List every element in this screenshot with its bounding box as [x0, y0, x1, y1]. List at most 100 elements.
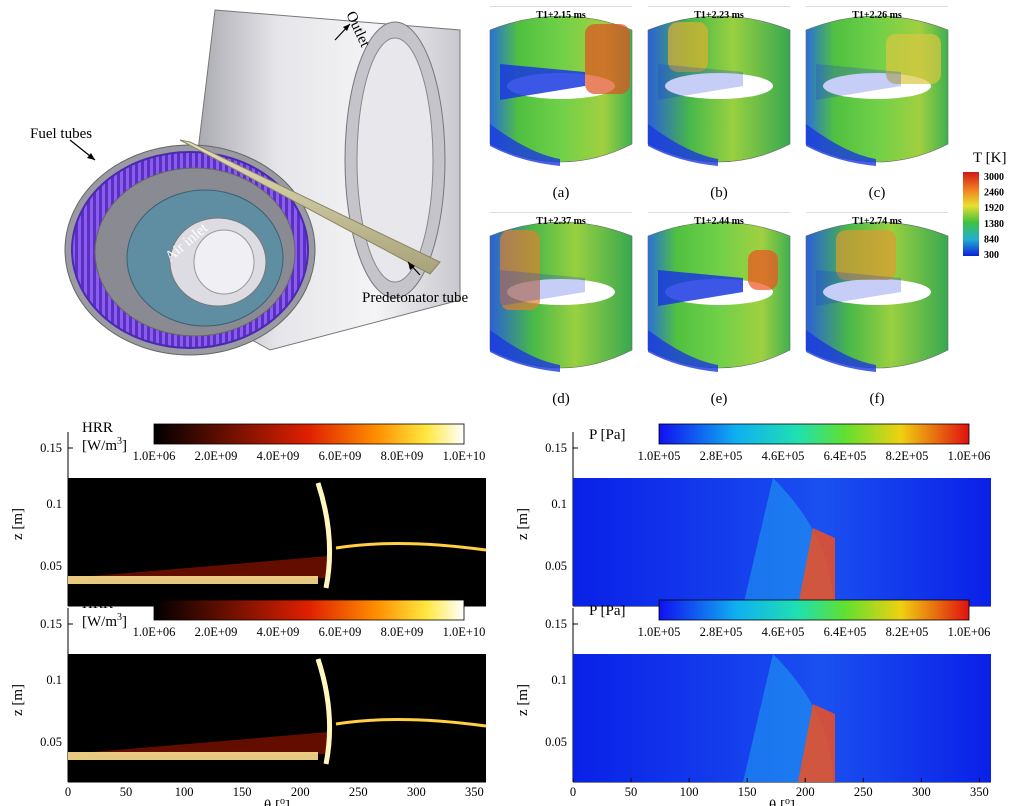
temperature-snapshots: T1+2.15 ms(a)T1+2.23 ms(b)T1+2.26 ms(c)T…: [489, 6, 949, 407]
z-tick: 0.15: [545, 617, 567, 631]
z-tick: 0.05: [545, 735, 567, 749]
colorbar-tick: 6.4E+05: [824, 449, 867, 463]
colorbar-tick: 8.2E+05: [886, 449, 929, 463]
temperature-tick: 840: [984, 234, 999, 245]
colorbar-tick: 4.0E+09: [257, 449, 300, 463]
z-tick: 0.05: [40, 735, 62, 749]
colorbar-tick: 4.6E+05: [762, 625, 805, 639]
colorbar: [153, 599, 465, 621]
z-axis-label: z [m]: [515, 684, 531, 716]
theta-tick: 150: [233, 785, 252, 799]
colorbar: [658, 423, 970, 445]
theta-axis-label: θ [o]: [264, 796, 290, 806]
snapshot-caption: (a): [553, 185, 570, 201]
theta-tick: 350: [970, 785, 989, 799]
colorbar-tick: 1.0E+10: [443, 625, 486, 639]
colorbar-title: HRR: [82, 596, 113, 612]
z-tick: 0.15: [40, 617, 62, 631]
colorbar-tick: 1.0E+06: [133, 625, 176, 639]
snapshot-time: T1+2.37 ms: [536, 216, 586, 227]
z-tick: 0.1: [46, 497, 62, 511]
colorbar-tick: 2.8E+05: [700, 625, 743, 639]
temperature-tick: 3000: [984, 172, 1004, 183]
theta-tick: 150: [738, 785, 757, 799]
colorbar-title: P [Pa]: [589, 603, 626, 619]
predetonator-label: Predetonator tube: [362, 290, 469, 306]
snapshot-time: T1+2.44 ms: [694, 216, 744, 227]
theta-tick: 0: [570, 785, 576, 799]
snapshot-time: T1+2.23 ms: [694, 10, 744, 21]
colorbar-tick: 2.0E+09: [195, 625, 238, 639]
outlet-arrow-icon: [343, 24, 350, 31]
z-axis-label: z [m]: [10, 508, 26, 540]
channel-label: Detonation Channel: [108, 16, 185, 127]
theta-tick: 200: [291, 785, 310, 799]
snapshot-d: T1+2.37 ms (d): [489, 212, 633, 407]
colorbar-tick: 1.0E+06: [948, 449, 991, 463]
snapshot-caption: (c): [869, 185, 886, 201]
snapshot-time: T1+2.74 ms: [852, 216, 902, 227]
theta-tick: 250: [349, 785, 368, 799]
colorbar-title: HRR: [82, 420, 113, 436]
colorbar-tick: 4.0E+09: [257, 625, 300, 639]
snapshot-a: T1+2.15 ms (a): [489, 6, 633, 201]
fuel-tubes-label: Fuel tubes: [30, 126, 92, 142]
z-tick: 0.05: [40, 559, 62, 573]
temperature-legend: T [K] 3000 2460 1920 1380 840 300: [963, 150, 1006, 261]
colorbar-tick: 8.0E+09: [381, 449, 424, 463]
z-tick: 0.15: [40, 441, 62, 455]
theta-tick: 0: [65, 785, 71, 799]
theta-tick: 300: [912, 785, 931, 799]
colorbar-tick: 2.0E+09: [195, 449, 238, 463]
snapshot-time: T1+2.15 ms: [536, 10, 586, 21]
colorbar-title: P [Pa]: [589, 427, 626, 443]
snapshot-caption: (e): [711, 391, 728, 407]
colorbar-tick: 2.8E+05: [700, 449, 743, 463]
snapshot-time: T1+2.26 ms: [852, 10, 902, 21]
theta-axis-label: θ [o]: [769, 796, 795, 806]
snapshot-b: T1+2.23 ms (b): [647, 6, 791, 201]
theta-tick: 50: [120, 785, 133, 799]
snapshot-caption: (b): [710, 185, 728, 201]
snapshot-c: T1+2.26 ms (c): [805, 6, 949, 201]
temperature-tick: 1380: [984, 219, 1004, 230]
z-tick: 0.05: [545, 559, 567, 573]
panel-hrr-top: 0.15 0.1 0.05 z [m] 1.0E+06 2.0E+09 4.0E+09 6.0…: [10, 420, 487, 607]
snapshot-caption: (d): [552, 391, 570, 407]
theta-tick: 100: [680, 785, 699, 799]
colorbar-tick: 1.0E+05: [638, 449, 681, 463]
theta-tick: 50: [625, 785, 638, 799]
z-axis-label: z [m]: [10, 684, 26, 716]
z-tick: 0.1: [46, 673, 62, 687]
colorbar-tick: 1.0E+10: [443, 449, 486, 463]
theta-tick: 200: [796, 785, 815, 799]
colorbar: [658, 599, 970, 621]
theta-tick: 250: [854, 785, 873, 799]
colorbar-tick: 4.6E+05: [762, 449, 805, 463]
colorbar-unit: [W/m3]: [82, 436, 127, 454]
combustor-schematic: Outlet Detonation Channel Fuel tubes Air…: [30, 9, 469, 356]
fuel-tubes-arrow-icon: [87, 153, 95, 160]
panel-p-bottom: 0.15 0.1 0.05 z [m] 1.0E+05 2.8E+05 4.6E+05 6.4…: [515, 599, 991, 806]
predetonator-arrow-icon: [408, 262, 415, 270]
snapshot-f: T1+2.74 ms (f): [805, 212, 949, 407]
colorbar-tick: 8.0E+09: [381, 625, 424, 639]
theta-tick: 100: [175, 785, 194, 799]
temperature-tick: 300: [984, 250, 999, 261]
colorbar-tick: 1.0E+06: [133, 449, 176, 463]
temperature-legend-title: T [K]: [973, 150, 1006, 166]
z-tick: 0.1: [551, 497, 567, 511]
theta-tick: 350: [465, 785, 484, 799]
z-tick: 0.15: [545, 441, 567, 455]
colorbar-tick: 6.0E+09: [319, 625, 362, 639]
colorbar-tick: 1.0E+05: [638, 625, 681, 639]
temperature-colorbar: [963, 172, 979, 256]
temperature-tick: 2460: [984, 188, 1004, 199]
colorbar-tick: 1.0E+06: [948, 625, 991, 639]
theta-tick: 300: [407, 785, 426, 799]
colorbar-tick: 6.4E+05: [824, 625, 867, 639]
z-axis-label: z [m]: [515, 508, 531, 540]
colorbar-tick: 8.2E+05: [886, 625, 929, 639]
colorbar-tick: 6.0E+09: [319, 449, 362, 463]
